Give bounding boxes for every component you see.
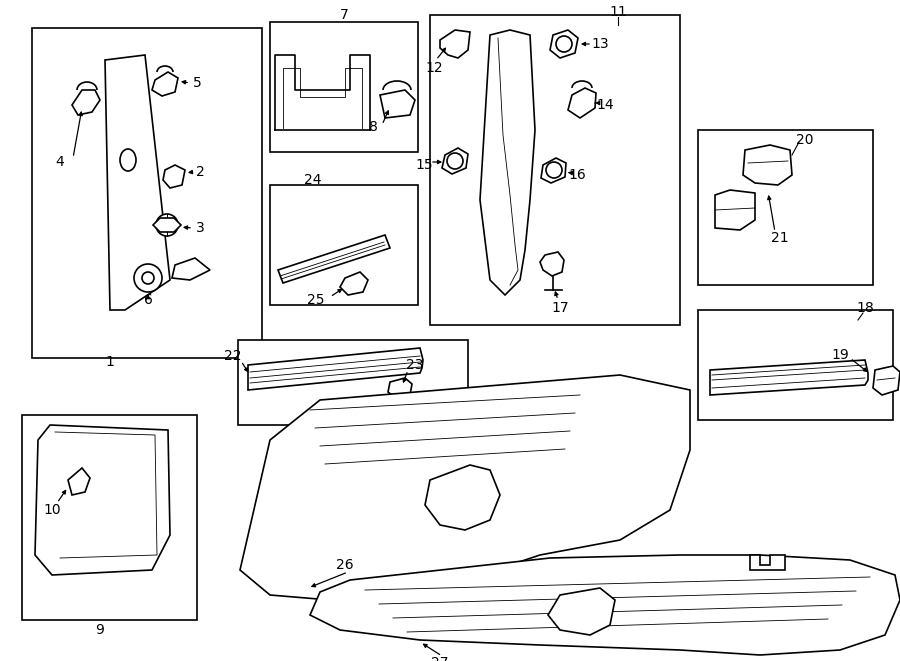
Text: 6: 6 [144,293,152,307]
Text: 2: 2 [195,165,204,179]
Text: 7: 7 [339,8,348,22]
Polygon shape [550,30,578,58]
Text: 24: 24 [304,173,322,187]
Polygon shape [172,258,210,280]
Polygon shape [152,72,178,96]
Circle shape [447,153,463,169]
Polygon shape [388,378,412,398]
Text: 19: 19 [831,348,849,362]
Polygon shape [541,158,566,183]
Text: 16: 16 [568,168,586,182]
Polygon shape [72,90,100,115]
Polygon shape [105,55,170,310]
Polygon shape [425,465,500,530]
Polygon shape [310,555,900,655]
Polygon shape [240,375,690,600]
Bar [118,220,132,232]
Bar [698,130,873,285]
Bar [22,415,197,620]
Polygon shape [568,88,596,118]
Polygon shape [715,190,755,230]
Bar [270,185,418,305]
Bar [238,340,468,425]
Text: 26: 26 [337,558,354,572]
Polygon shape [750,555,785,570]
Polygon shape [35,425,170,575]
Bar [430,15,680,325]
Circle shape [142,272,154,284]
Polygon shape [248,348,423,390]
Text: 27: 27 [431,656,449,661]
Polygon shape [442,148,468,174]
Text: 22: 22 [224,349,242,363]
Text: 14: 14 [596,98,614,112]
Polygon shape [380,90,415,118]
Text: 15: 15 [415,158,433,172]
Polygon shape [153,218,181,232]
Polygon shape [710,360,868,395]
Polygon shape [548,588,615,635]
Text: 25: 25 [307,293,325,307]
Polygon shape [540,252,564,276]
Polygon shape [278,235,390,283]
Text: 5: 5 [193,76,202,90]
Circle shape [134,264,162,292]
Text: 12: 12 [425,61,443,75]
Text: 11: 11 [609,5,627,19]
Polygon shape [873,366,900,395]
Text: 3: 3 [195,221,204,235]
Text: 1: 1 [105,355,114,369]
Text: 23: 23 [406,358,424,372]
Text: 10: 10 [43,503,61,517]
Circle shape [546,162,562,178]
Polygon shape [163,165,185,188]
Circle shape [556,36,572,52]
Circle shape [156,214,178,236]
Bar [497,100,513,118]
Text: 17: 17 [551,301,569,315]
Ellipse shape [120,149,136,171]
Polygon shape [743,145,792,185]
Bar [455,490,477,508]
Text: 21: 21 [771,231,788,245]
Text: 4: 4 [56,155,65,169]
Text: 20: 20 [796,133,814,147]
Text: 18: 18 [856,301,874,315]
Polygon shape [440,30,470,58]
Text: 9: 9 [95,623,104,637]
Bar [270,22,418,152]
Text: 8: 8 [369,120,377,134]
Text: 13: 13 [591,37,608,51]
Polygon shape [480,30,535,295]
Bar [32,28,262,358]
Polygon shape [68,468,90,495]
Polygon shape [340,272,368,295]
Bar [698,310,893,420]
